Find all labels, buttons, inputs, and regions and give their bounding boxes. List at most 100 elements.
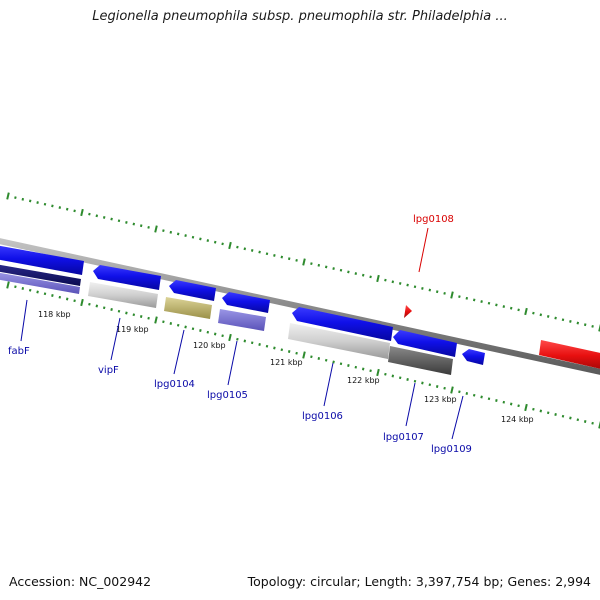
- inner-tick: [554, 413, 557, 416]
- outer-tick: [21, 197, 25, 201]
- cog-fabF-navy: [0, 264, 81, 286]
- gene-label-lpg0107[interactable]: lpg0107: [383, 432, 424, 443]
- inner-tick: [546, 411, 550, 415]
- outer-tick: [43, 202, 47, 206]
- gene-lpg0109[interactable]: [462, 349, 485, 365]
- inner-tick: [421, 381, 424, 385]
- outer-tick: [65, 207, 69, 211]
- outer-tick: [147, 225, 150, 229]
- outer-tick: [310, 262, 313, 266]
- tick-label-121: 121 kbp: [270, 358, 303, 367]
- gene-label-vipF[interactable]: vipF: [98, 365, 119, 376]
- outer-tick: [347, 270, 350, 274]
- inner-tick: [28, 288, 32, 292]
- inner-tick: [110, 308, 113, 311]
- outer-tick: [302, 258, 306, 266]
- inner-tick: [509, 402, 513, 406]
- gene-fabF-forward[interactable]: [0, 245, 84, 275]
- label-leaders: [20, 227, 464, 440]
- inner-tick: [43, 292, 47, 296]
- outer-tick: [102, 216, 106, 219]
- inner-tick: [591, 421, 594, 425]
- inner-tick: [576, 418, 580, 422]
- inner-tick: [221, 334, 224, 338]
- gene-lpg0107[interactable]: [393, 330, 457, 357]
- inner-tick: [243, 339, 247, 343]
- outer-tick: [162, 229, 165, 233]
- outer-tick: [443, 291, 446, 295]
- outer-tick: [199, 237, 202, 241]
- outer-tick: [361, 273, 365, 277]
- outer-tick: [191, 235, 195, 239]
- inner-tick: [458, 390, 461, 394]
- gene-label-lpg0106[interactable]: lpg0106: [302, 411, 343, 422]
- inner-tick: [487, 397, 491, 401]
- inner-tick: [524, 403, 528, 412]
- outer-tick: [73, 209, 76, 213]
- outer-tick: [591, 324, 594, 328]
- gene-labels: fabF vipF lpg0104 lpg0105 lpg0106 lpg010…: [8, 214, 472, 455]
- gene-vipF[interactable]: [93, 265, 161, 290]
- inner-tick: [287, 350, 291, 353]
- inner-tick: [332, 360, 335, 364]
- inner-tick: [502, 400, 506, 404]
- gene-label-lpg0104[interactable]: lpg0104: [154, 379, 195, 390]
- outer-tick: [369, 275, 372, 279]
- outer-tick: [125, 220, 128, 224]
- cog-lpg0106: [288, 323, 390, 359]
- gene-label-fabF[interactable]: fabF: [8, 346, 30, 357]
- outer-tick: [265, 252, 269, 256]
- inner-tick: [80, 298, 84, 307]
- outer-tick: [576, 321, 580, 325]
- gene-lpg0104[interactable]: [169, 280, 216, 301]
- outer-tick: [110, 217, 113, 221]
- outer-tick: [28, 199, 32, 203]
- outer-tick: [569, 319, 572, 323]
- inner-tick: [583, 420, 587, 423]
- outer-tick: [6, 192, 10, 200]
- outer-tick: [487, 301, 491, 305]
- inner-tick: [176, 323, 180, 327]
- tick-label-123: 123 kbp: [424, 395, 457, 404]
- inner-tick: [369, 369, 372, 373]
- inner-tick: [36, 290, 39, 294]
- accession-text: Accession: NC_002942: [9, 574, 152, 589]
- map-title: Legionella pneumophila subsp. pneumophil…: [92, 9, 508, 24]
- gene-label-lpg0109[interactable]: lpg0109: [431, 444, 472, 455]
- inner-tick: [561, 414, 565, 418]
- inner-tick: [162, 320, 165, 324]
- inner-tick: [295, 351, 298, 355]
- outer-tick: [295, 258, 298, 262]
- outer-tick: [495, 303, 498, 307]
- inner-tick: [65, 297, 69, 301]
- outer-tick: [51, 204, 54, 208]
- gene-label-lpg0105[interactable]: lpg0105: [207, 390, 248, 401]
- outer-tick: [273, 253, 276, 257]
- outer-tick: [598, 324, 600, 332]
- inner-tick: [250, 341, 254, 345]
- outer-tick: [250, 249, 254, 252]
- tick-label-120: 120 kbp: [193, 341, 226, 350]
- inner-tick: [280, 348, 284, 352]
- outer-tick: [332, 267, 335, 271]
- gene-lpg0106[interactable]: [292, 307, 393, 341]
- cog-fabF-purple: [0, 272, 80, 294]
- inner-tick: [339, 362, 343, 366]
- outer-tick: [324, 265, 328, 269]
- gene-lpg0108[interactable]: [404, 305, 412, 318]
- inner-tick: [428, 383, 432, 387]
- inner-tick: [480, 395, 483, 399]
- outer-tick: [583, 323, 587, 327]
- outer-tick: [554, 316, 557, 320]
- inner-tick: [354, 365, 358, 369]
- inner-tick: [532, 407, 535, 411]
- outer-tick: [36, 201, 39, 205]
- inner-tick: [569, 416, 572, 420]
- outer-tick: [184, 234, 187, 238]
- gene-highlight-red[interactable]: [539, 340, 600, 371]
- inner-tick: [265, 344, 269, 348]
- gene-lpg0105[interactable]: [222, 292, 270, 313]
- outer-tick: [539, 313, 543, 317]
- gene-label-lpg0108[interactable]: lpg0108: [413, 214, 454, 225]
